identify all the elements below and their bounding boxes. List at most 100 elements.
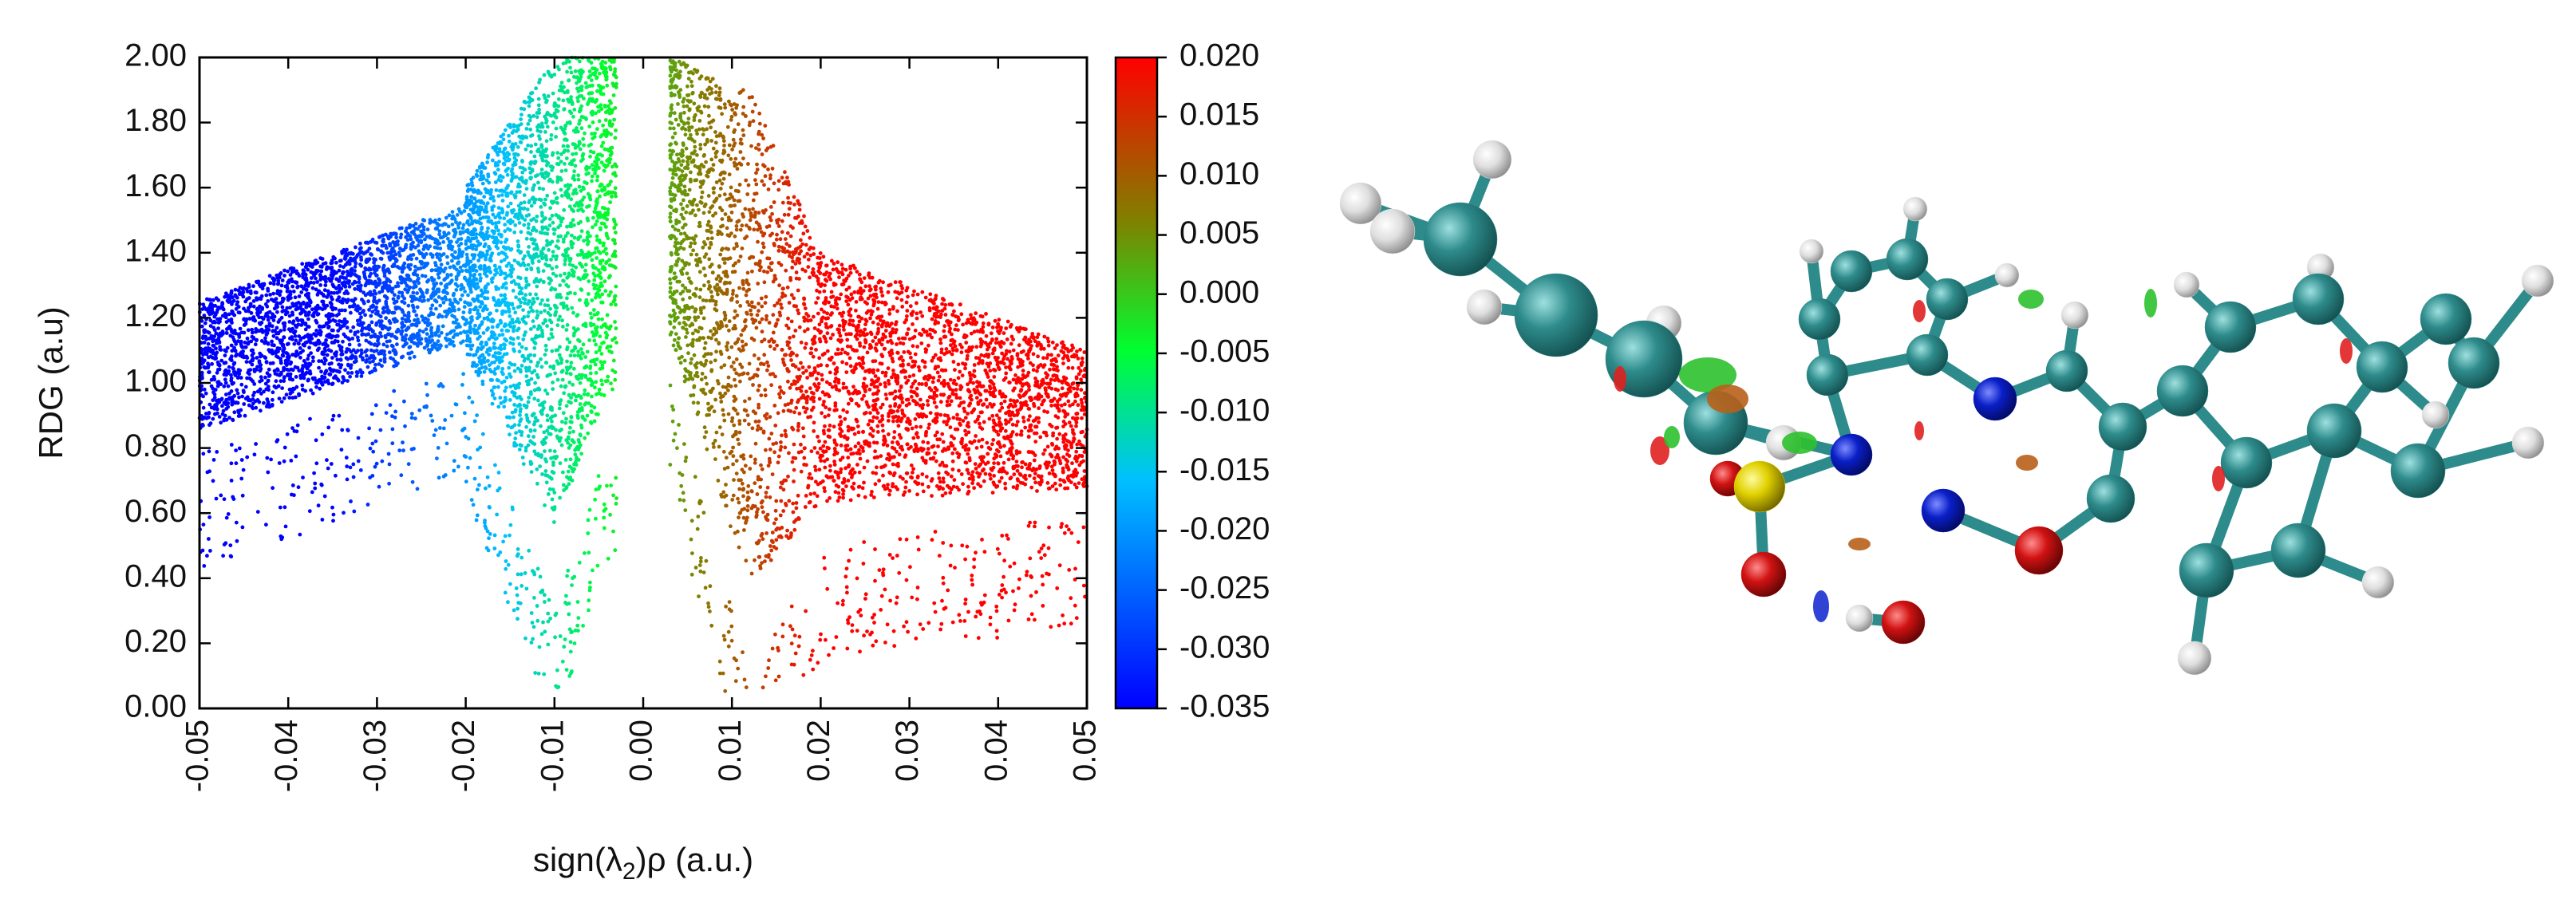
scatter-point (573, 291, 577, 296)
scatter-point (379, 250, 384, 254)
scatter-point (553, 371, 558, 376)
scatter-point (583, 180, 587, 184)
scatter-point (223, 314, 228, 319)
scatter-point (402, 313, 407, 318)
scatter-point (555, 323, 560, 328)
scatter-point (563, 162, 567, 166)
scatter-point (430, 303, 435, 308)
scatter-point (550, 497, 555, 502)
scatter-point (546, 373, 551, 377)
scatter-point (255, 296, 259, 300)
scatter-point (599, 221, 604, 226)
scatter-point (415, 235, 419, 239)
scatter-point (346, 273, 350, 278)
scatter-point (448, 341, 453, 346)
scatter-point (355, 335, 360, 340)
scatter-point (374, 285, 378, 289)
scatter-point (402, 301, 407, 306)
scatter-point (230, 329, 234, 333)
scatter-point (352, 509, 357, 514)
scatter-point (433, 263, 438, 268)
scatter-point (535, 128, 540, 133)
scatter-point (215, 370, 219, 375)
scatter-point (545, 413, 550, 418)
scatter-point (606, 207, 610, 211)
scatter-point (319, 483, 324, 487)
scatter-point (610, 108, 614, 112)
scatter-point (307, 509, 312, 514)
scatter-point (367, 308, 371, 312)
scatter-point (423, 237, 427, 242)
scatter-point (520, 112, 523, 117)
scatter-point (559, 194, 564, 198)
scatter-point (258, 354, 263, 359)
scatter-point (220, 412, 225, 416)
scatter-point (613, 136, 618, 140)
scatter-point (484, 206, 488, 211)
scatter-point (552, 505, 557, 510)
scatter-point (238, 413, 243, 418)
scatter-point (366, 299, 370, 304)
scatter-point (563, 132, 567, 136)
scatter-point (450, 308, 454, 313)
scatter-point (345, 325, 350, 330)
scatter-point (252, 452, 257, 457)
scatter-point (279, 315, 284, 320)
scatter-point (474, 199, 479, 204)
scatter-point (475, 282, 480, 286)
scatter-point (293, 334, 298, 338)
scatter-point (354, 355, 358, 359)
scatter-point (543, 503, 547, 507)
scatter-point (440, 314, 444, 319)
scatter-point (574, 329, 578, 333)
scatter-point (461, 339, 465, 344)
scatter-point (551, 335, 555, 339)
scatter-point (325, 353, 330, 357)
scatter-point (326, 314, 330, 319)
scatter-point (524, 586, 529, 591)
scatter-point (280, 278, 285, 282)
scatter-point (385, 332, 390, 337)
scatter-point (545, 239, 549, 243)
scatter-point (605, 217, 610, 222)
scatter-point (267, 388, 271, 392)
scatter-point (201, 523, 206, 527)
scatter-point (418, 239, 423, 243)
scatter-point (608, 512, 612, 517)
scatter-point (535, 604, 539, 608)
scatter-point (503, 396, 508, 400)
scatter-point (471, 247, 475, 251)
scatter-point (524, 187, 529, 191)
scatter-point (558, 634, 563, 638)
scatter-point (553, 635, 557, 640)
scatter-point (431, 290, 436, 295)
scatter-point (576, 349, 580, 354)
scatter-point (583, 375, 588, 379)
scatter-point (324, 321, 329, 325)
scatter-point (468, 456, 472, 460)
scatter-point (388, 250, 393, 254)
scatter-point (282, 459, 286, 463)
scatter-point (426, 348, 431, 352)
scatter-point (267, 367, 271, 372)
scatter-point (298, 355, 302, 360)
scatter-point (458, 331, 463, 335)
scatter-point (225, 298, 230, 303)
scatter-point (215, 350, 219, 355)
scatter-point (564, 668, 569, 672)
scatter-point (592, 313, 597, 317)
scatter-point (316, 503, 321, 508)
scatter-point (200, 376, 204, 381)
scatter-point (268, 293, 272, 297)
scatter-point (609, 132, 613, 136)
scatter-point (426, 247, 430, 251)
scatter-point (208, 298, 212, 302)
scatter-point (575, 191, 579, 195)
scatter-point (531, 637, 535, 641)
scatter-point (448, 330, 452, 335)
scatter-point (498, 140, 503, 144)
scatter-point (223, 294, 227, 299)
scatter-point (488, 377, 493, 382)
scatter-point (577, 141, 582, 146)
scatter-point (425, 227, 430, 231)
